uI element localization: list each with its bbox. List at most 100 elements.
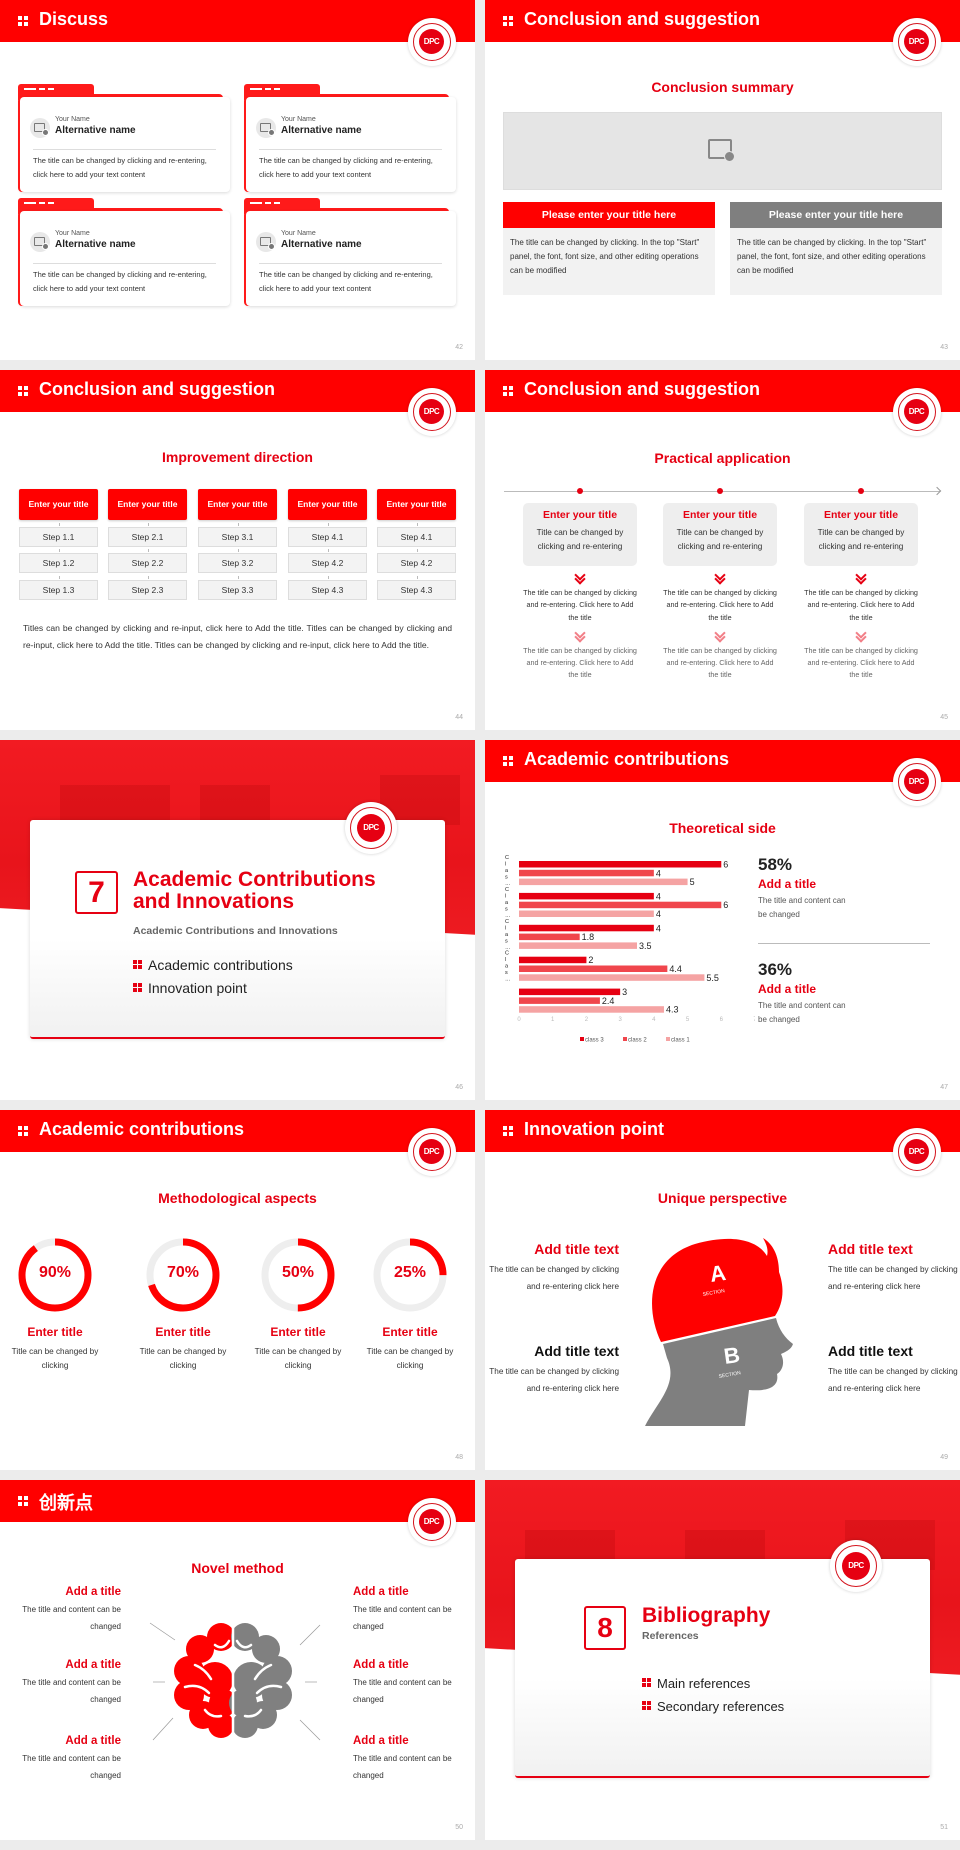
step-box[interactable]: Step 3.3 — [198, 575, 277, 600]
page-number: 50 — [455, 1824, 463, 1831]
slide-header: Innovation point — [485, 1110, 960, 1152]
progress-ring — [146, 1238, 220, 1312]
info-item: Add title text The title can be changed b… — [828, 1343, 958, 1393]
profile-card[interactable]: Your Name Alternative name The title can… — [18, 198, 230, 306]
stat-value: 36% — [758, 960, 793, 979]
step-box[interactable]: Step 4.3 — [377, 575, 456, 600]
bar-class-2 — [519, 933, 580, 941]
category-label: C — [505, 855, 509, 861]
image-placeholder-icon[interactable] — [256, 118, 276, 138]
section-heading: Unique perspective — [657, 1190, 788, 1206]
brain-diagram — [149, 1618, 321, 1742]
step-box[interactable]: Step 4.1 — [377, 522, 456, 547]
application-column: Enter your title Title can be changed by … — [663, 503, 777, 682]
slide-header: Conclusion and suggestion — [485, 370, 960, 412]
bullet-item[interactable]: Innovation point — [133, 980, 247, 996]
slide-42[interactable]: Discuss DPC Your Name Alternative name T… — [0, 0, 475, 360]
column-title[interactable]: Enter your title — [288, 489, 367, 520]
divider — [33, 149, 216, 150]
bullet-item[interactable]: Main references — [642, 1676, 750, 1691]
college-logo: DPC — [830, 1540, 882, 1592]
profile-card[interactable]: Your Name Alternative name The title can… — [244, 198, 456, 306]
step-box[interactable]: Step 1.1 — [19, 522, 98, 547]
svg-text:SECTION: SECTION — [718, 1370, 741, 1380]
box-title: Please enter your title here — [730, 202, 942, 228]
stat-text: The title and content can be changed — [758, 896, 846, 919]
slide-46[interactable]: DPC 7 Academic Contributions and Innovati… — [0, 740, 475, 1100]
dots-icon — [18, 386, 28, 396]
divider — [259, 149, 442, 150]
step-box[interactable]: Step 2.2 — [108, 549, 187, 573]
column-title[interactable]: Enter your title — [542, 509, 618, 521]
slide-49[interactable]: Innovation point DPC Unique perspective … — [485, 1110, 960, 1470]
image-placeholder-icon[interactable] — [30, 232, 50, 252]
step-box[interactable]: Step 3.2 — [198, 549, 277, 573]
ring-title[interactable]: Enter title — [270, 1325, 326, 1339]
slide-44[interactable]: Conclusion and suggestion DPC Improvemen… — [0, 370, 475, 730]
ring-title[interactable]: Enter title — [382, 1325, 438, 1339]
step-box[interactable]: Step 4.3 — [288, 575, 367, 600]
section-number: 7 — [75, 871, 118, 914]
category-label: s — [505, 938, 508, 944]
college-logo: DPC — [893, 388, 941, 436]
image-placeholder-icon[interactable] — [30, 118, 50, 138]
step-box[interactable]: Step 2.3 — [108, 575, 187, 600]
section-subtitle: References — [642, 1630, 699, 1642]
step-box[interactable]: Step 4.2 — [288, 549, 367, 573]
bar-class-3 — [519, 956, 587, 964]
profile-card[interactable]: Your Name Alternative name The title can… — [244, 84, 456, 192]
bar-class-3 — [519, 861, 722, 868]
slide-title: Academic contributions — [39, 1119, 245, 1139]
x-tick-label: 5 — [686, 1017, 690, 1023]
column-title[interactable]: Enter your title — [377, 489, 456, 520]
head-section-b — [645, 1318, 793, 1426]
box-title: Please enter your title here — [503, 202, 715, 228]
column-title[interactable]: Enter your title — [823, 509, 899, 521]
chevron-down-icon — [714, 569, 726, 586]
bullet-item[interactable]: Secondary references — [642, 1699, 784, 1714]
slide-header: 创新点 — [0, 1480, 475, 1522]
category-label: … — [505, 945, 511, 951]
step-box[interactable]: Step 2.1 — [108, 522, 187, 547]
column-title[interactable]: Enter your title — [19, 489, 98, 520]
dots-icon — [642, 1678, 651, 1687]
slide-45[interactable]: Conclusion and suggestion DPC Practical … — [485, 370, 960, 730]
slide-50[interactable]: 创新点 DPC Novel method Add a title The titl… — [0, 1480, 475, 1840]
column-title[interactable]: Enter your title — [682, 509, 758, 521]
bar-class-1 — [519, 942, 637, 949]
slide-51[interactable]: DPC 8 Bibliography References Main refer… — [485, 1480, 960, 1840]
bar-class-1 — [519, 1006, 664, 1013]
ring-title[interactable]: Enter title — [155, 1325, 211, 1339]
legend-entry: class 3 — [585, 1038, 604, 1044]
slide-title: Innovation point — [524, 1119, 664, 1139]
dots-icon — [642, 1701, 651, 1710]
progress-ring-item: 25% Enter title Title can be changed by cl… — [355, 1237, 465, 1373]
info-item: Add a title The title and content can be … — [353, 1586, 452, 1631]
image-placeholder[interactable] — [503, 112, 942, 190]
divider — [758, 943, 930, 944]
slide-43[interactable]: Conclusion and suggestion DPC Conclusion… — [485, 0, 960, 360]
slide-47[interactable]: Academic contributions DPC Theoretical s… — [485, 740, 960, 1100]
arrow-right-icon — [932, 486, 942, 496]
bar-class-1 — [519, 910, 654, 917]
column-title[interactable]: Enter your title — [198, 489, 277, 520]
legend-swatch — [580, 1037, 584, 1041]
category-label: C — [505, 887, 509, 893]
step-box[interactable]: Step 3.1 — [198, 522, 277, 547]
add-image-icon[interactable] — [708, 139, 735, 162]
image-placeholder-icon[interactable] — [256, 232, 276, 252]
slide-48[interactable]: Academic contributions DPC Methodologica… — [0, 1110, 475, 1470]
step-box[interactable]: Step 4.2 — [377, 549, 456, 573]
card-name: Alternative name — [281, 125, 362, 136]
slide-title: Conclusion and suggestion — [524, 379, 761, 399]
profile-card[interactable]: Your Name Alternative name The title can… — [18, 84, 230, 192]
slide-header: Academic contributions — [0, 1110, 475, 1152]
bullet-item[interactable]: Academic contributions — [133, 957, 293, 973]
step-box[interactable]: Step 1.3 — [19, 575, 98, 600]
page-number: 49 — [940, 1454, 948, 1461]
step-box[interactable]: Step 1.2 — [19, 549, 98, 573]
ring-title[interactable]: Enter title — [27, 1325, 83, 1339]
step-box[interactable]: Step 4.1 — [288, 522, 367, 547]
brain-left-half — [174, 1623, 237, 1738]
column-title[interactable]: Enter your title — [108, 489, 187, 520]
